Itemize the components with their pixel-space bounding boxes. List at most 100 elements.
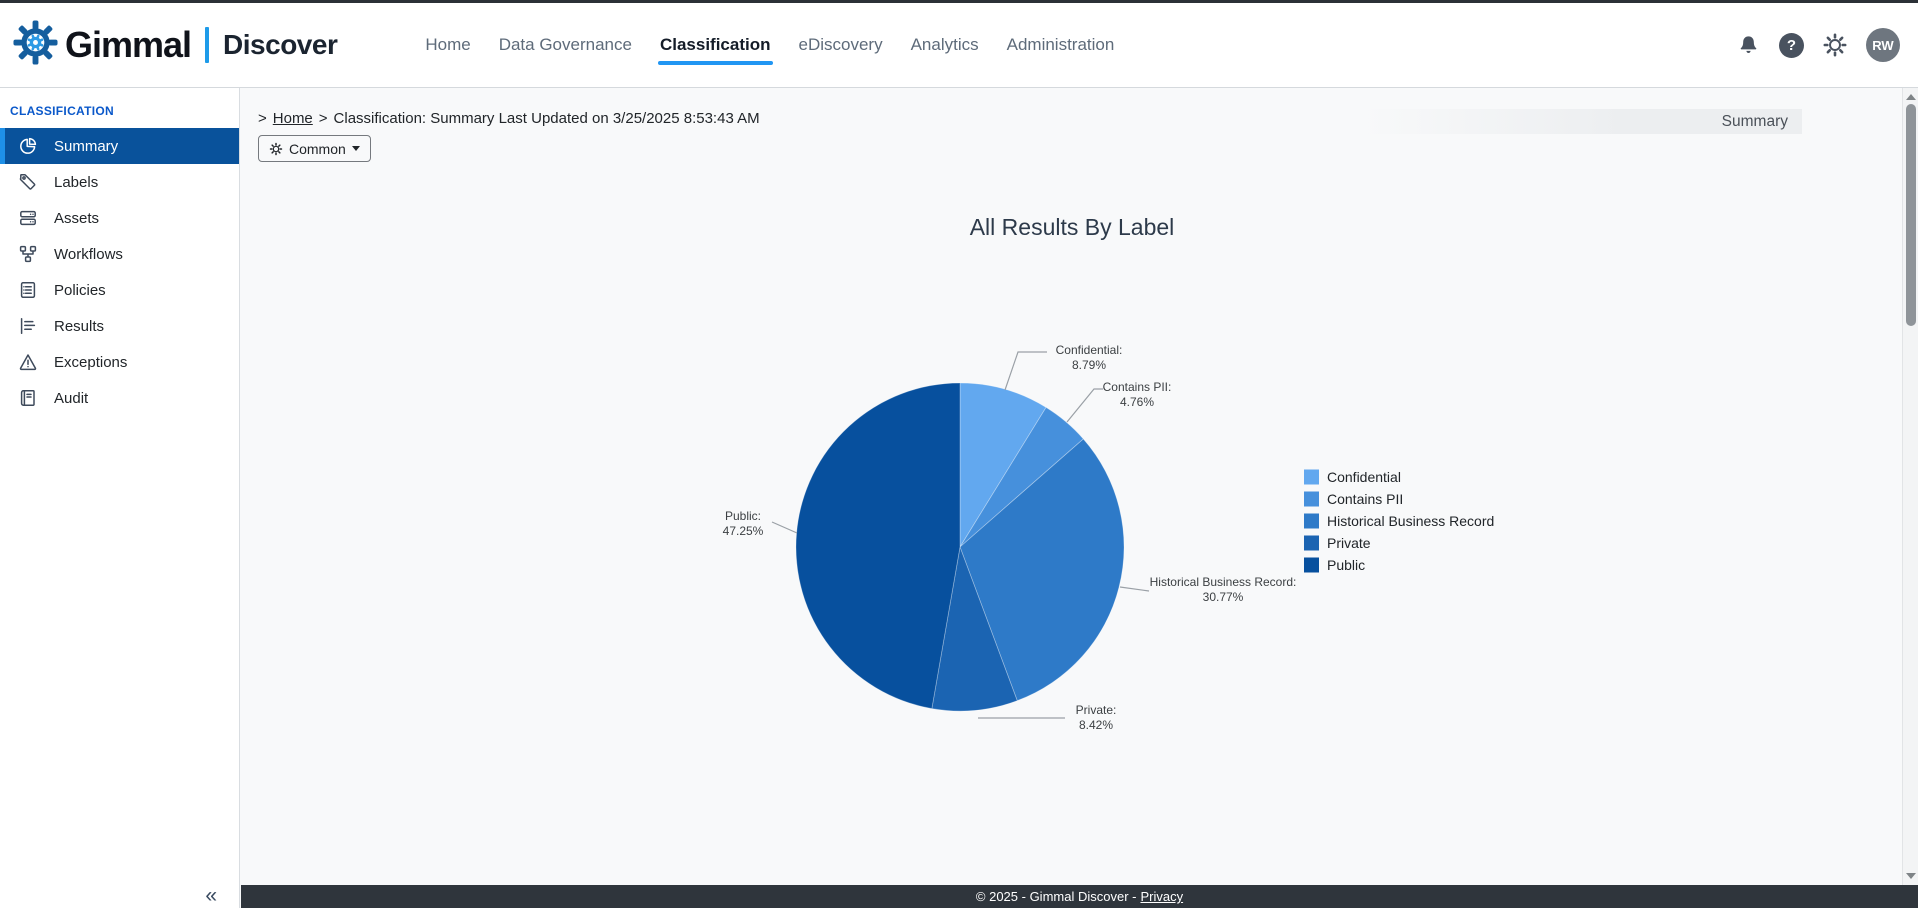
warning-triangle-icon xyxy=(18,352,38,372)
slice-label-value: 47.25% xyxy=(723,524,764,538)
pie-slice-contains-pii[interactable] xyxy=(959,406,1084,548)
breadcrumb-home-link[interactable]: Home xyxy=(272,110,313,127)
legend-item-contains-pii[interactable]: Contains PII xyxy=(1304,491,1403,507)
sidebar-items: Summary Labels Assets Workflows Policies Resu… xyxy=(0,128,239,416)
chart-title: All Results By Label xyxy=(970,214,1175,240)
legend-swatch xyxy=(1304,491,1319,507)
legend-label: Contains PII xyxy=(1327,491,1403,507)
slice-label-value: 4.76% xyxy=(1120,395,1154,409)
settings-gear-icon[interactable] xyxy=(1822,32,1848,58)
sidebar: CLASSIFICATION Summary Labels Assets Workfl… xyxy=(0,88,240,908)
footer-copyright: © 2025 - Gimmal Discover - xyxy=(975,889,1137,904)
user-avatar[interactable]: RW xyxy=(1866,28,1900,62)
pie-chart: All Results By Label Confidential:8.79% Co… xyxy=(723,214,1495,732)
slice-label-value: 8.79% xyxy=(1072,358,1106,372)
common-button-label: Common xyxy=(289,140,346,157)
legend-swatch xyxy=(1304,557,1319,573)
nav-item-data-governance[interactable]: Data Governance xyxy=(498,35,632,54)
legend-swatch xyxy=(1304,535,1319,551)
nav-item-analytics[interactable]: Analytics xyxy=(910,35,979,54)
help-icon[interactable]: ? xyxy=(1779,32,1804,58)
sidebar-item-label: Exceptions xyxy=(54,353,128,371)
breadcrumb-leading: > xyxy=(258,110,267,127)
sidebar-item-audit[interactable]: Audit xyxy=(0,380,239,416)
topbar-actions: ? RW xyxy=(1735,28,1918,62)
sidebar-section-label: CLASSIFICATION xyxy=(10,104,114,118)
footer-privacy-link[interactable]: Privacy xyxy=(1140,889,1184,904)
sidebar-item-assets[interactable]: Assets xyxy=(0,200,239,236)
pie-slice-historical-business-record[interactable] xyxy=(959,438,1125,702)
brand-product: Discover xyxy=(223,29,338,60)
common-gear-icon xyxy=(269,142,283,155)
scroll-down-arrow-icon[interactable] xyxy=(1906,873,1916,879)
legend-item-confidential[interactable]: Confidential xyxy=(1304,469,1401,485)
sidebar-item-label: Policies xyxy=(54,281,106,299)
notifications-bell-icon[interactable] xyxy=(1735,32,1761,58)
slice-callout-line xyxy=(771,521,798,534)
legend-swatch xyxy=(1304,469,1319,485)
legend-item-private[interactable]: Private xyxy=(1304,535,1371,551)
legend-label: Confidential xyxy=(1327,469,1401,485)
breadcrumb-separator: > xyxy=(318,110,328,127)
breadcrumb: > Home > Classification: Summary Last Up… xyxy=(258,110,760,127)
slice-label-name: Confidential: xyxy=(1056,343,1123,357)
slice-label-value: 8.42% xyxy=(1079,718,1113,732)
sidebar-item-results[interactable]: Results xyxy=(0,308,239,344)
nav-item-ediscovery[interactable]: eDiscovery xyxy=(798,35,883,54)
page-tab-label: Summary xyxy=(1721,112,1788,130)
scroll-up-arrow-icon[interactable] xyxy=(1906,94,1916,100)
slice-label-value: 30.77% xyxy=(1203,590,1244,604)
pie-chart-icon xyxy=(18,136,38,156)
top-header: Gimmal Discover Home Data Governance Class… xyxy=(0,0,1918,88)
page-tab-strip: Summary xyxy=(1362,109,1802,134)
nav-item-classification[interactable]: Classification xyxy=(657,35,773,65)
slice-callout-line xyxy=(1066,388,1103,423)
nav-item-administration[interactable]: Administration xyxy=(1006,35,1115,54)
sidebar-item-label: Summary xyxy=(54,137,119,155)
sidebar-item-label: Labels xyxy=(54,173,99,191)
pie-slice-public[interactable] xyxy=(795,382,961,710)
scrollbar-thumb[interactable] xyxy=(1906,104,1916,326)
slice-label-name: Private: xyxy=(1076,703,1117,717)
pie-slice-private[interactable] xyxy=(931,545,1018,712)
slice-callout-line xyxy=(1119,586,1150,592)
workflow-icon xyxy=(18,244,38,264)
sidebar-item-label: Results xyxy=(54,317,105,335)
bar-chart-icon xyxy=(18,316,38,336)
legend-swatch xyxy=(1304,513,1319,529)
sidebar-item-workflows[interactable]: Workflows xyxy=(0,236,239,272)
slice-label-name: Public: xyxy=(725,509,761,523)
chevron-down-icon xyxy=(351,146,360,151)
sidebar-collapse-button[interactable]: « xyxy=(205,884,217,907)
footer: © 2025 - Gimmal Discover - Privacy xyxy=(241,885,1918,908)
brand-name: Gimmal xyxy=(65,24,192,65)
sidebar-item-exceptions[interactable]: Exceptions xyxy=(0,344,239,380)
sidebar-item-summary[interactable]: Summary xyxy=(0,128,239,164)
breadcrumb-current: Classification: Summary Last Updated on … xyxy=(333,110,760,127)
nav-item-home[interactable]: Home xyxy=(425,35,471,54)
legend-label: Public xyxy=(1327,557,1365,573)
tag-icon xyxy=(18,172,38,192)
main-content: > Home > Classification: Summary Last Up… xyxy=(241,88,1918,885)
legend-item-historical-business-record[interactable]: Historical Business Record xyxy=(1304,513,1494,529)
server-icon xyxy=(18,208,38,228)
brand-divider xyxy=(205,27,210,63)
legend-label: Private xyxy=(1327,535,1371,551)
slice-label-name: Historical Business Record: xyxy=(1150,575,1297,589)
vertical-scrollbar[interactable] xyxy=(1902,88,1918,885)
sidebar-item-label: Assets xyxy=(54,209,100,227)
legend-label: Historical Business Record xyxy=(1327,513,1494,529)
brand: Gimmal Discover xyxy=(12,19,338,71)
common-dropdown-button[interactable]: Common xyxy=(258,135,371,162)
gimmal-logo-gear-icon xyxy=(12,19,59,71)
sidebar-item-label: Workflows xyxy=(54,245,123,263)
slice-callout-line xyxy=(1004,351,1047,391)
sidebar-item-label: Audit xyxy=(54,389,89,407)
top-nav-links: Home Data Governance Classification eDiscov… xyxy=(425,35,1115,65)
sidebar-item-labels[interactable]: Labels xyxy=(0,164,239,200)
clipboard-list-icon xyxy=(18,280,38,300)
book-icon xyxy=(18,388,38,408)
legend-item-public[interactable]: Public xyxy=(1304,557,1365,573)
slice-label-name: Contains PII: xyxy=(1103,380,1172,394)
sidebar-item-policies[interactable]: Policies xyxy=(0,272,239,308)
